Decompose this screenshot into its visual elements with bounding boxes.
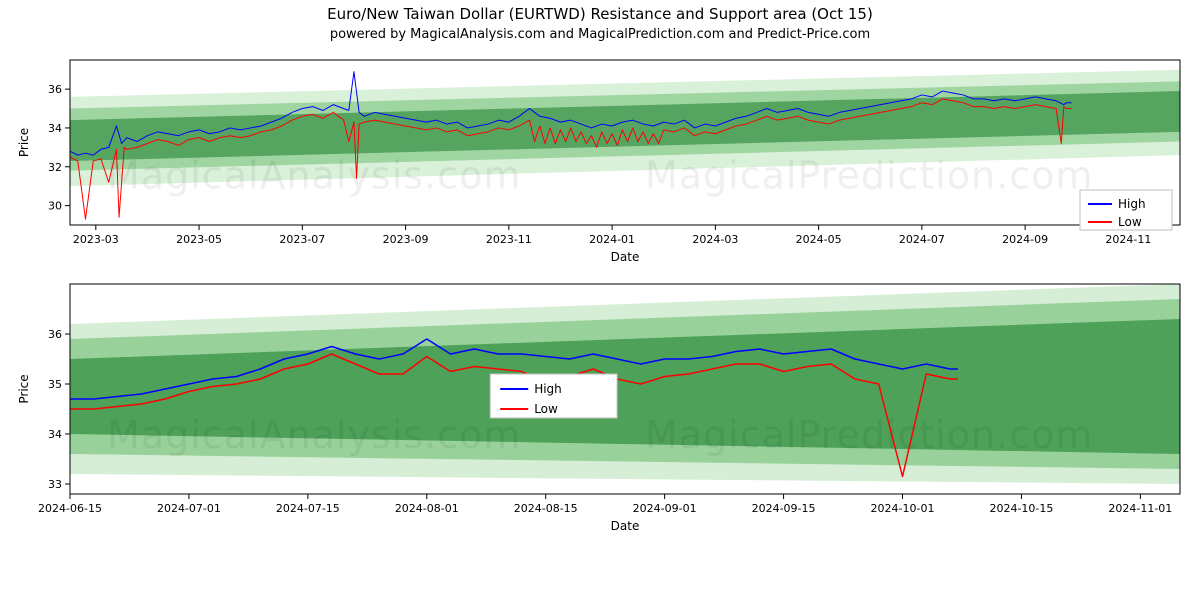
chart-subtitle: powered by MagicalAnalysis.com and Magic… — [0, 27, 1200, 44]
y-axis-label: Price — [17, 374, 31, 403]
x-tick-label: 2024-05 — [796, 233, 842, 246]
x-tick-label: 2024-01 — [589, 233, 635, 246]
x-tick-label: 2023-03 — [73, 233, 119, 246]
y-tick-label: 34 — [48, 428, 62, 441]
bottom-chart-svg: MagicalAnalysis.com MagicalPrediction.com… — [10, 274, 1190, 539]
x-tick-label: 2023-09 — [383, 233, 429, 246]
x-tick-label: 2024-10-01 — [871, 502, 935, 515]
x-tick-label: 2024-03 — [692, 233, 738, 246]
x-axis-label: Date — [611, 250, 640, 264]
y-tick-label: 36 — [48, 328, 62, 341]
x-tick-label: 2024-08-01 — [395, 502, 459, 515]
x-axis-label: Date — [611, 519, 640, 533]
x-tick-label: 2024-07-01 — [157, 502, 221, 515]
x-tick-label: 2024-10-15 — [989, 502, 1053, 515]
top-chart-container: MagicalAnalysis.com MagicalPrediction.com… — [10, 50, 1190, 270]
x-tick-label: 2024-07 — [899, 233, 945, 246]
x-tick-label: 2023-05 — [176, 233, 222, 246]
y-tick-label: 34 — [48, 122, 62, 135]
bottom-chart-container: MagicalAnalysis.com MagicalPrediction.com… — [10, 274, 1190, 539]
svg-text:MagicalAnalysis.com: MagicalAnalysis.com — [107, 413, 521, 457]
x-tick-label: 2024-11-01 — [1108, 502, 1172, 515]
legend-label: Low — [534, 402, 558, 416]
svg-text:MagicalAnalysis.com: MagicalAnalysis.com — [107, 154, 521, 198]
x-tick-label: 2024-09-01 — [633, 502, 697, 515]
x-tick-label: 2024-08-15 — [514, 502, 578, 515]
y-axis-label: Price — [17, 128, 31, 157]
legend-label: High — [534, 382, 562, 396]
legend-label: Low — [1118, 215, 1142, 229]
x-tick-label: 2024-09 — [1002, 233, 1048, 246]
x-tick-label: 2024-06-15 — [38, 502, 102, 515]
y-tick-label: 36 — [48, 83, 62, 96]
x-tick-label: 2023-07 — [279, 233, 325, 246]
x-tick-label: 2024-09-15 — [752, 502, 816, 515]
svg-text:MagicalPrediction.com: MagicalPrediction.com — [645, 154, 1094, 198]
svg-text:MagicalPrediction.com: MagicalPrediction.com — [645, 413, 1094, 457]
y-tick-label: 35 — [48, 378, 62, 391]
y-tick-label: 30 — [48, 199, 62, 212]
chart-title: Euro/New Taiwan Dollar (EURTWD) Resistan… — [0, 4, 1200, 25]
legend-label: High — [1118, 197, 1146, 211]
top-chart-svg: MagicalAnalysis.com MagicalPrediction.com… — [10, 50, 1190, 270]
x-tick-label: 2023-11 — [486, 233, 532, 246]
y-tick-label: 32 — [48, 161, 62, 174]
y-tick-label: 33 — [48, 478, 62, 491]
x-tick-label: 2024-11 — [1105, 233, 1151, 246]
x-tick-label: 2024-07-15 — [276, 502, 340, 515]
